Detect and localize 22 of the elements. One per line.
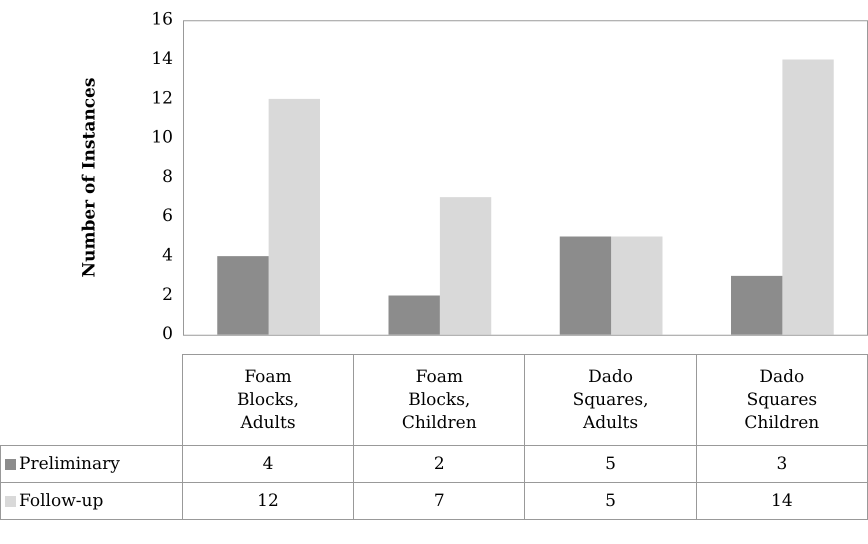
legend-label: Follow-up [0,482,182,520]
data-label: 5 [524,446,696,482]
y-tick-label: 0 [162,324,173,344]
legend-label: Preliminary [0,446,182,482]
x-tick-label: Dado Squares, Adults [572,366,650,434]
x-tick-label: Dado Squares Children [743,366,820,434]
data-label: 14 [696,482,868,520]
x-tick-label: Foam Blocks, Children [400,366,478,434]
y-tick-label: 14 [151,48,173,69]
data-label: 2 [354,446,525,482]
y-tick-label: 10 [151,128,173,148]
y-tick-label: 8 [162,166,173,187]
data-label: 5 [524,482,696,520]
y-axis-title: Number of Instances [80,78,100,278]
y-tick-label: 6 [162,206,173,226]
y-tick-label: 2 [162,284,173,305]
y-tick-label: 16 [151,10,173,30]
data-label: 3 [696,446,868,482]
data-label: 7 [354,482,525,520]
x-tick-label: Foam Blocks, Adults [236,366,300,434]
y-tick-label: 4 [162,246,173,266]
y-tick-label: 12 [151,88,173,108]
